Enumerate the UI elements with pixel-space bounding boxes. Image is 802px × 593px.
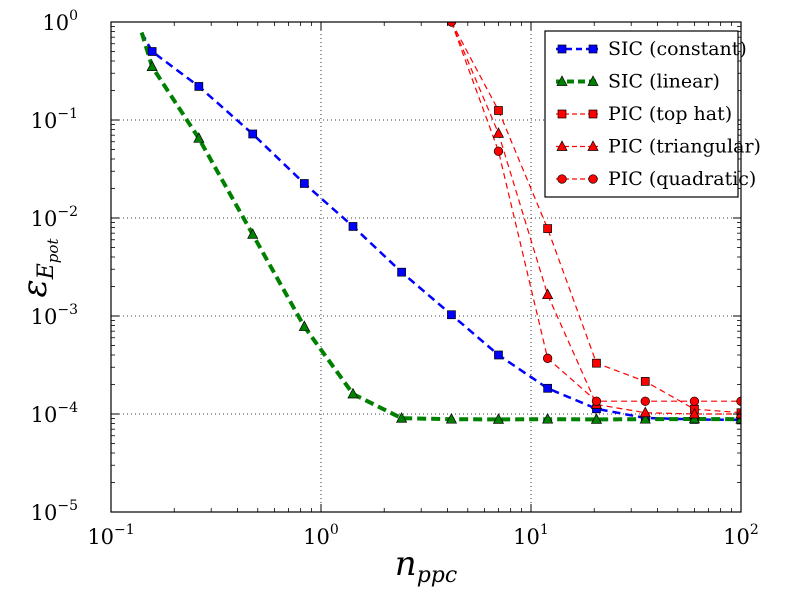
data-point	[542, 288, 554, 300]
legend-marker	[587, 140, 599, 151]
legend: SIC (constant) SIC (linear) PIC (top hat) P…	[544, 30, 761, 198]
data-point	[494, 350, 503, 360]
data-point	[299, 179, 309, 188]
legend-marker	[557, 44, 567, 54]
y-tick-label: 10−3	[31, 302, 78, 329]
data-point	[639, 406, 651, 418]
x-tick-label: 10−1	[87, 522, 134, 549]
legend-box	[544, 30, 739, 198]
x-tick-label: 100	[303, 522, 339, 549]
series-line-1	[140, 31, 741, 422]
data-point	[592, 358, 601, 368]
data-point	[147, 47, 157, 56]
data-point	[688, 407, 700, 419]
data-point	[347, 387, 359, 399]
data-point	[493, 146, 504, 156]
legend-label: PIC (triangular)	[608, 136, 761, 158]
data-point	[348, 222, 358, 231]
data-point	[193, 132, 205, 143]
legend-marker	[588, 174, 598, 184]
data-point	[396, 411, 408, 423]
y-axis-label: εEpot	[15, 238, 62, 298]
data-point	[542, 353, 553, 363]
data-point	[494, 106, 503, 115]
data-point	[639, 412, 651, 424]
axis-ticks	[110, 21, 742, 513]
data-point	[248, 129, 258, 139]
data-point	[640, 377, 650, 386]
legend-marker	[588, 44, 598, 54]
data-point	[447, 310, 456, 320]
x-axis-label: nppc	[395, 544, 457, 588]
legend-marker	[557, 109, 567, 119]
legend-label: SIC (linear)	[608, 71, 720, 93]
legend-label: SIC (constant)	[608, 38, 747, 60]
data-point	[298, 320, 310, 331]
y-tick-label: 100	[42, 8, 78, 35]
x-tick-label: 101	[513, 522, 549, 549]
y-tick-label: 10−4	[31, 400, 78, 427]
y-tick-label: 10−2	[31, 204, 78, 231]
data-point	[247, 228, 259, 239]
data-point	[640, 396, 650, 406]
y-tick-label: 10−1	[31, 106, 78, 133]
legend-marker	[588, 109, 598, 119]
legend-marker	[556, 75, 568, 86]
data-point	[689, 396, 700, 406]
data-point	[542, 412, 554, 424]
data-point	[736, 396, 741, 406]
legend-marker	[557, 174, 567, 184]
legend-marker	[587, 75, 599, 86]
data-point	[194, 82, 204, 91]
data-point	[735, 407, 741, 419]
data-point	[543, 224, 552, 233]
data-point	[543, 383, 552, 393]
legend-marker	[556, 140, 568, 151]
x-tick-label: 102	[723, 522, 759, 549]
tick-labels: 10−1 100 101 102 10−5 10−4 10−3 10−2 10−1 100	[31, 8, 759, 549]
data-point	[492, 127, 505, 138]
series-markers	[146, 22, 741, 425]
data-point	[445, 412, 458, 424]
data-point	[397, 267, 406, 277]
plot-frame	[110, 21, 742, 513]
legend-label: PIC (quadratic)	[608, 168, 756, 190]
y-tick-label: 10−5	[31, 498, 78, 525]
legend-label: PIC (top hat)	[608, 103, 732, 125]
data-point	[146, 60, 158, 72]
data-point	[492, 413, 505, 424]
data-point	[591, 396, 602, 406]
data-point	[590, 413, 603, 424]
